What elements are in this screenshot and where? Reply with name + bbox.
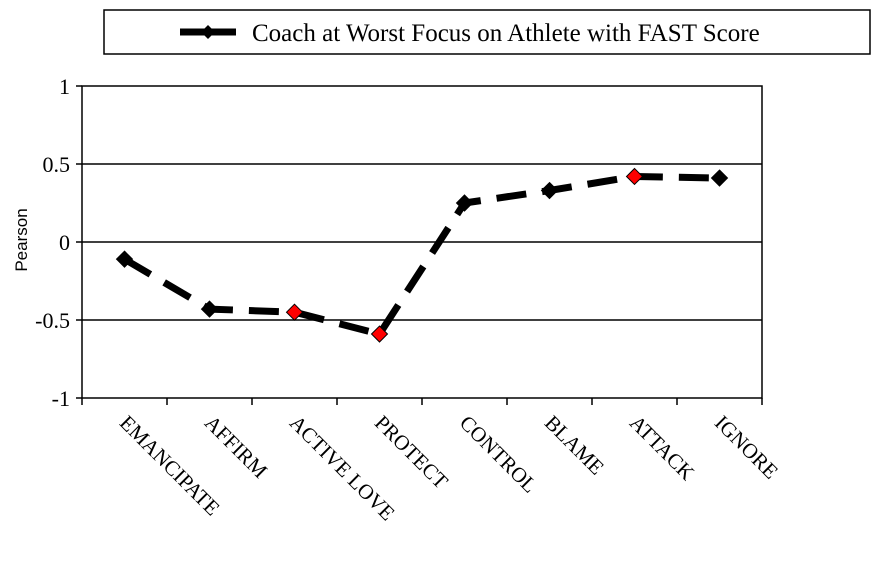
y-tick-label: -0.5 [35, 308, 70, 333]
y-tick-label: 0 [59, 230, 70, 255]
x-tick-label: PROTECT [370, 411, 453, 494]
data-point-marker [200, 300, 219, 318]
data-point-marker [370, 325, 389, 343]
y-tick-label: 1 [59, 74, 70, 99]
legend-marker-sample [201, 25, 215, 39]
x-tick-label: BLAME [540, 411, 609, 480]
legend: Coach at Worst Focus on Athlete with FAS… [103, 9, 871, 55]
data-point-marker [540, 181, 559, 200]
series-line-group [115, 167, 729, 343]
x-tick-label: IGNORE [710, 411, 783, 484]
x-tick-label: AFFIRM [200, 411, 272, 483]
y-axis-label: Pearson [12, 208, 31, 271]
y-tick-label: 0.5 [43, 152, 71, 177]
gridlines [82, 163, 762, 321]
y-ticks: -1 -0.5 0 0.5 1 [35, 74, 82, 411]
legend-label: Coach at Worst Focus on Athlete with FAS… [252, 20, 760, 47]
y-tick-label: -1 [52, 386, 70, 411]
data-point-marker [285, 303, 304, 321]
data-point-marker [710, 169, 729, 187]
series-line [122, 172, 720, 338]
data-point-marker [455, 194, 474, 212]
data-point-marker [625, 167, 644, 186]
x-tick-label: CONTROL [455, 411, 542, 498]
x-tick-label: ATTACK [625, 411, 699, 485]
data-point-marker [115, 250, 134, 268]
